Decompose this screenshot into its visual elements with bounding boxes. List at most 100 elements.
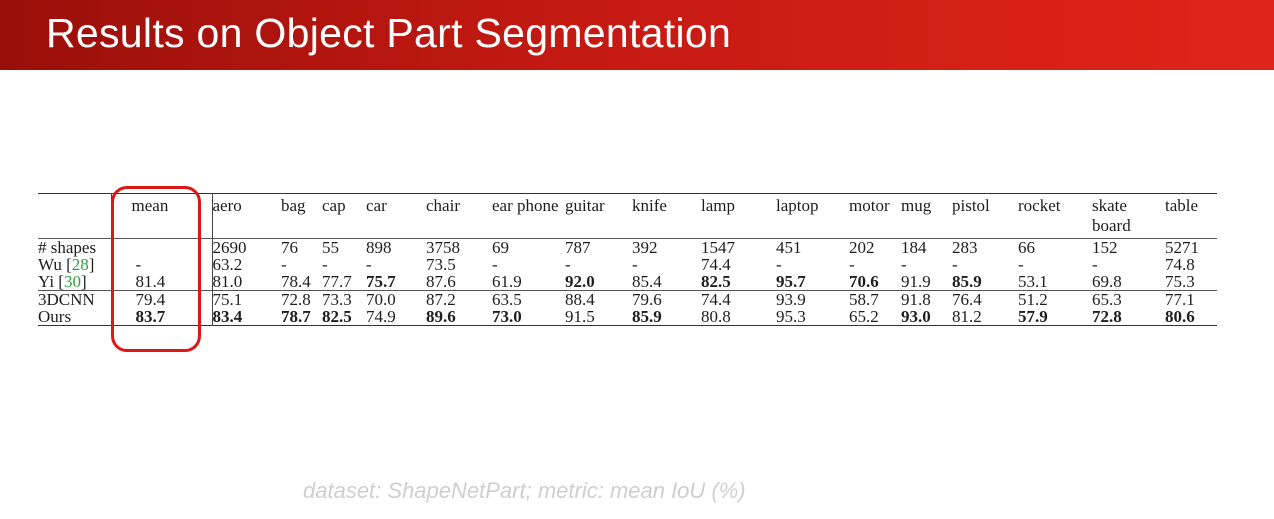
table-cell: 79.6 [632,290,701,308]
table-cell: 85.4 [632,272,662,291]
table-cell: 65.3 [1092,290,1165,308]
column-header: guitar [565,196,605,215]
table-cell: 92.0 [565,272,595,291]
table-cell: - [632,255,638,274]
column-header: mug [901,196,932,215]
table-cell: 184 [901,238,952,256]
table-cell: 91.9 [901,272,931,291]
column-header: pistol [952,196,990,215]
table-cell: 74.9 [366,307,396,326]
slide-header: Results on Object Part Segmentation [0,0,1274,70]
table-cell: 65.2 [849,307,879,326]
table-cell: 73.3 [322,290,366,308]
table-cell: 78.7 [281,307,311,326]
row-label: Ours [38,307,112,326]
table-cell: - [952,255,958,274]
table-cell: - [849,255,855,274]
table-cell: 77.7 [322,272,352,291]
table-cell: 69.8 [1092,272,1122,291]
table-cell: 87.2 [426,290,492,308]
table-cell: 70.0 [366,290,426,308]
table-cell: 95.3 [776,307,806,326]
results-table: mean aero bag cap car chair ear phone guitar kni… [38,193,1217,326]
table-cell: 66 [1018,238,1092,256]
column-header: car [366,196,387,215]
table-cell: 85.9 [632,307,662,326]
table-cell: 152 [1092,238,1165,256]
table-cell: 91.8 [901,290,952,308]
table-row: Wu [28] -63.2- - -73.5- - -74.4- - - - - -74.8 [38,256,1217,273]
table-cell: 451 [776,238,849,256]
table-cell: 95.7 [776,272,806,291]
column-header: knife [632,196,667,215]
table-cell: 53.1 [1018,272,1048,291]
method-name: Ours [38,307,72,326]
row-label: Yi [30] [38,272,112,291]
table-cell: 51.2 [1018,290,1092,308]
table-cell: 69 [492,238,565,256]
table-cell: 5271 [1165,238,1217,256]
table-cell: 392 [632,238,701,256]
table-cell: 82.5 [322,307,352,326]
column-header: cap [322,196,346,215]
row-label: 3DCNN [38,290,112,309]
row-label: Wu [28] [38,255,112,274]
table-cell: 79.4 [111,290,213,308]
table-cell: 75.7 [366,272,396,291]
table-cell: 80.8 [701,307,731,326]
column-header: skate board [1092,196,1131,235]
table-cell: 63.2 [212,255,243,274]
table-cell: 82.5 [701,272,731,291]
table-cell: 81.4 [111,273,213,291]
method-name: # shapes [38,238,97,257]
table-cell: 74.4 [701,255,731,274]
table-cell: 74.8 [1165,255,1195,274]
dataset-caption: dataset: ShapeNetPart; metric: mean IoU … [303,478,746,503]
column-header: table [1165,196,1199,215]
table-cell: - [1018,255,1024,274]
citation-link[interactable]: 30 [63,272,81,291]
table-cell: 73.5 [426,255,456,274]
table-cell: 93.9 [776,290,849,308]
table-cell: 76.4 [952,290,1018,308]
table-cell: 3758 [426,238,492,256]
table-cell: - [776,255,782,274]
table-cell: 75.3 [1165,272,1195,291]
slide-title: Results on Object Part Segmentation [46,10,732,56]
table-cell: 72.8 [1092,307,1122,326]
table-cell: 91.5 [565,307,595,326]
table-cell: 81.0 [212,272,243,291]
method-name: 3DCNN [38,290,95,309]
table-cell: 1547 [701,238,776,256]
table-cell: 74.4 [701,290,776,308]
table-cell: - [366,255,372,274]
table-cell: 81.2 [952,307,982,326]
citation-link[interactable]: 28 [71,255,89,274]
results-table-wrap: mean aero bag cap car chair ear phone guitar kni… [38,193,1217,326]
table-cell: 58.7 [849,290,901,308]
column-header: bag [281,196,306,215]
table-cell: 72.8 [281,290,322,308]
table-cell: 85.9 [952,272,982,291]
table-cell: - [492,255,498,274]
table-cell: 787 [565,238,632,256]
table-header-row: mean aero bag cap car chair ear phone guitar kni… [38,193,1217,239]
mean-column-highlight [111,186,201,352]
row-label: # shapes [38,238,112,257]
table-cell: - [111,256,213,273]
table-cell: 57.9 [1018,307,1048,326]
table-row: 3DCNN 79.4 75.1 72.8 73.3 70.0 87.2 63.5 88.4 79.… [38,290,1217,309]
table-row: Ours 83.7 83.4 78.7 82.5 74.9 89.6 73.0 91.5 85.9… [38,308,1217,326]
table-cell: 78.4 [281,272,311,291]
table-cell: 2690 [212,238,281,256]
table-cell: - [901,255,907,274]
column-header: chair [426,196,460,215]
table-cell: 80.6 [1165,307,1195,326]
column-header: motor [849,196,890,215]
table-cell: 63.5 [492,290,565,308]
table-cell: 75.1 [212,290,281,308]
table-cell: - [322,255,328,274]
table-cell: 83.4 [212,307,243,326]
table-cell: 70.6 [849,272,879,291]
table-cell: - [281,255,287,274]
